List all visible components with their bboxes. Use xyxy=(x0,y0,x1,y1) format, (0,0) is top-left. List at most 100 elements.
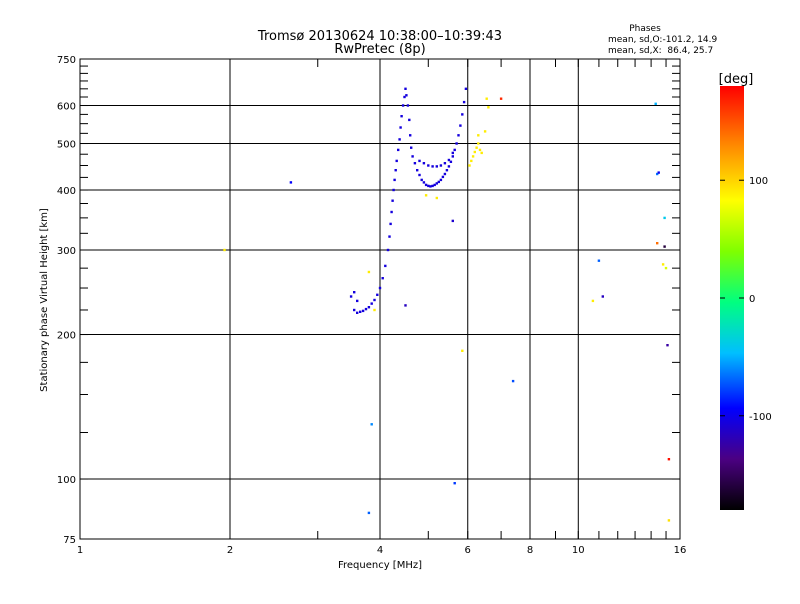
data-point xyxy=(289,181,293,184)
data-point xyxy=(399,126,402,129)
data-point xyxy=(404,304,407,307)
x-tick-label: 4 xyxy=(377,545,383,556)
data-point xyxy=(470,159,473,163)
data-point xyxy=(361,309,365,313)
data-point xyxy=(424,183,428,187)
data-point xyxy=(478,148,482,152)
data-point xyxy=(384,264,387,268)
data-point xyxy=(656,242,659,245)
x-tick-label: 6 xyxy=(465,545,471,556)
data-point xyxy=(367,306,371,309)
data-point xyxy=(435,165,438,168)
data-point xyxy=(437,180,440,184)
data-point xyxy=(439,178,443,182)
data-point xyxy=(404,87,407,90)
data-point xyxy=(477,142,480,145)
data-point xyxy=(422,162,426,165)
data-point xyxy=(499,97,503,100)
data-point xyxy=(461,349,464,352)
data-point xyxy=(591,299,595,303)
x-tick-label: 2 xyxy=(227,545,233,556)
data-point xyxy=(447,165,451,168)
colorbar-label: [deg] xyxy=(719,72,754,87)
data-point xyxy=(367,511,371,515)
data-point xyxy=(654,102,657,105)
data-point xyxy=(435,182,438,185)
data-point xyxy=(356,299,359,303)
data-point xyxy=(656,172,659,176)
data-point xyxy=(392,188,395,192)
colorbar-tick-label: 100 xyxy=(749,176,768,187)
data-point xyxy=(435,196,438,200)
phase-stats-heading: Phases xyxy=(629,24,661,34)
data-point xyxy=(487,106,490,109)
data-point xyxy=(464,87,468,90)
data-point xyxy=(356,311,359,314)
data-point xyxy=(409,134,412,137)
data-point xyxy=(453,482,456,485)
data-point xyxy=(451,155,454,158)
data-point xyxy=(427,184,430,188)
data-point xyxy=(439,164,443,167)
data-point xyxy=(429,185,432,188)
y-tick-label: 300 xyxy=(57,246,76,257)
data-point xyxy=(511,379,515,383)
data-point xyxy=(443,162,447,165)
colorbar-ticks: 100 0 -100 xyxy=(720,176,772,423)
data-point xyxy=(406,104,410,107)
data-point xyxy=(400,115,403,118)
data-point xyxy=(408,118,411,122)
data-point xyxy=(431,165,434,168)
data-point xyxy=(663,245,666,248)
data-point xyxy=(373,298,376,302)
data-point xyxy=(395,159,398,163)
y-tick-label: 75 xyxy=(63,535,76,546)
data-point xyxy=(418,173,421,177)
data-point xyxy=(359,310,362,313)
axis-tick-labels: 1 2 4 6 8 10 16 75 100 200 300 400 500 600 750 xyxy=(57,55,686,556)
data-point xyxy=(447,158,451,162)
grid-lines xyxy=(80,59,680,539)
data-point xyxy=(370,302,373,305)
data-point xyxy=(441,175,445,179)
data-point xyxy=(449,160,453,163)
y-tick-label: 400 xyxy=(57,186,76,197)
data-point xyxy=(401,104,405,107)
data-point xyxy=(410,146,413,149)
data-point xyxy=(455,142,458,145)
data-point xyxy=(453,148,456,152)
data-point xyxy=(391,199,394,202)
colorbar-tick-label: 0 xyxy=(749,294,755,305)
data-point xyxy=(393,178,396,182)
x-tick-label: 1 xyxy=(77,545,83,556)
y-axis-label: Stationary phase Virtual Height [km] xyxy=(39,208,50,392)
data-point xyxy=(459,124,462,127)
data-point xyxy=(483,130,487,133)
phase-stats-x: mean, sd,X: 86.4, 25.7 xyxy=(608,46,713,56)
data-point xyxy=(389,222,392,226)
x-tick-label: 8 xyxy=(527,545,533,556)
x-tick-label: 10 xyxy=(572,545,585,556)
data-point xyxy=(405,94,408,97)
data-point xyxy=(370,423,373,426)
data-point xyxy=(386,248,390,252)
data-point xyxy=(480,151,483,155)
data-point xyxy=(443,172,447,176)
data-point xyxy=(667,519,671,522)
data-point xyxy=(420,178,423,182)
data-point xyxy=(477,134,480,137)
phase-stats-o: mean, sd,O:-101.2, 14.9 xyxy=(608,35,718,45)
data-point xyxy=(461,113,464,116)
x-axis-label: Frequency [MHz] xyxy=(338,560,422,571)
data-point xyxy=(475,146,478,149)
data-point xyxy=(457,134,460,137)
data-point xyxy=(427,164,430,167)
data-point xyxy=(663,216,666,220)
data-point xyxy=(397,148,400,152)
colorbar-tick-label: -100 xyxy=(749,412,772,423)
data-point xyxy=(661,263,665,266)
data-point xyxy=(664,266,668,270)
data-points xyxy=(223,87,671,522)
data-point xyxy=(667,458,671,461)
